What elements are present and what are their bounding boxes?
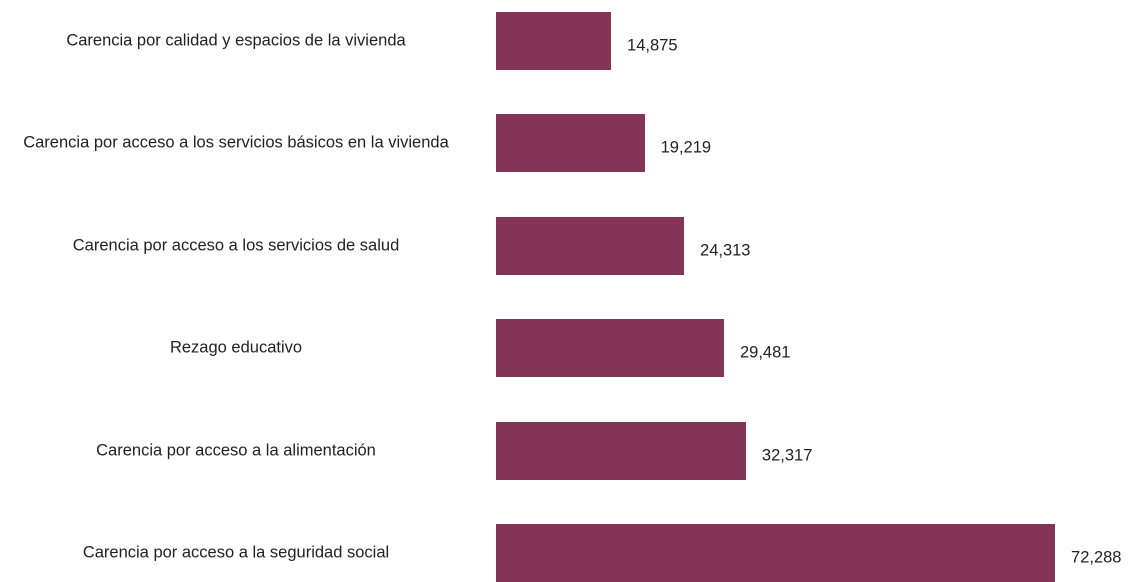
bar [496, 524, 1056, 582]
bar [496, 114, 645, 173]
category-label: Carencia por acceso a los servicios de s… [72, 236, 400, 255]
category-label: Rezago educativo [169, 338, 303, 357]
category-label: Carencia por acceso a la alimentación [96, 441, 376, 460]
value-label: 72,288 [1071, 548, 1122, 567]
value-label: 32,317 [761, 446, 813, 465]
bar [496, 421, 746, 480]
bar [496, 216, 685, 275]
category-label: Carencia por acceso a los servicios bási… [23, 133, 449, 152]
category-label: Carencia por calidad y espacios de la vi… [66, 31, 406, 50]
value-label: 19,219 [660, 138, 712, 157]
bar [496, 319, 724, 378]
value-label: 29,481 [739, 343, 791, 362]
category-label: Carencia por acceso a la seguridad socia… [82, 543, 390, 562]
value-label: 24,313 [700, 241, 751, 260]
value-label: 14,875 [627, 36, 678, 55]
bar [496, 12, 612, 70]
